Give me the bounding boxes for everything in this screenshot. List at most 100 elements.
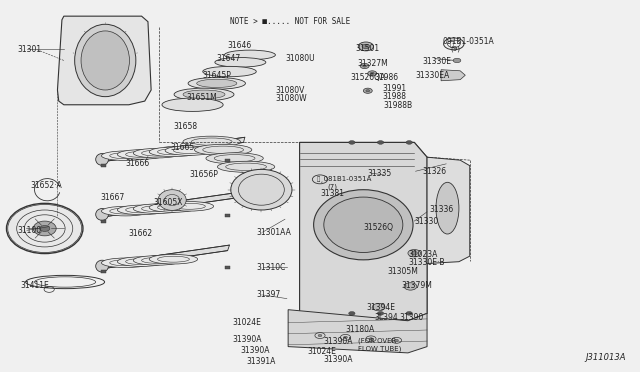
Bar	[225, 266, 230, 269]
Circle shape	[408, 250, 420, 257]
Text: 31080V: 31080V	[275, 86, 305, 94]
Bar	[100, 164, 106, 167]
Text: 31411E: 31411E	[20, 281, 49, 290]
Ellipse shape	[162, 98, 223, 112]
Circle shape	[366, 90, 370, 92]
Ellipse shape	[215, 58, 266, 67]
Ellipse shape	[165, 202, 214, 211]
Text: NOTE > ■..... NOT FOR SALE: NOTE > ■..... NOT FOR SALE	[230, 17, 350, 26]
Text: 31658: 31658	[173, 122, 198, 131]
Text: 091B1-0351A: 091B1-0351A	[442, 37, 494, 46]
Circle shape	[363, 65, 367, 67]
Ellipse shape	[117, 257, 166, 266]
Ellipse shape	[149, 254, 198, 264]
Bar	[100, 270, 106, 273]
Text: 31501: 31501	[355, 44, 379, 53]
Polygon shape	[300, 142, 427, 321]
Bar	[225, 159, 230, 161]
Ellipse shape	[203, 66, 256, 77]
Circle shape	[372, 304, 385, 311]
Ellipse shape	[96, 154, 108, 165]
Text: 31391A: 31391A	[246, 357, 276, 366]
Text: 31605X: 31605X	[153, 198, 182, 207]
Ellipse shape	[133, 204, 182, 214]
Circle shape	[453, 58, 461, 62]
Polygon shape	[100, 192, 239, 217]
Bar	[225, 214, 230, 217]
Ellipse shape	[231, 169, 292, 210]
Circle shape	[378, 311, 384, 315]
Ellipse shape	[96, 260, 108, 272]
Text: 31647: 31647	[217, 54, 241, 63]
Ellipse shape	[33, 221, 56, 236]
Circle shape	[378, 141, 384, 144]
Ellipse shape	[101, 151, 150, 161]
Text: 31651M: 31651M	[186, 93, 217, 102]
Ellipse shape	[101, 206, 150, 216]
Text: 31100: 31100	[17, 226, 42, 235]
Circle shape	[40, 225, 50, 231]
Circle shape	[344, 336, 348, 339]
Text: 31327M: 31327M	[357, 59, 388, 68]
Text: (7): (7)	[328, 183, 338, 190]
Text: 31336: 31336	[429, 205, 454, 214]
Text: 31080U: 31080U	[285, 54, 315, 63]
Circle shape	[406, 141, 412, 144]
Ellipse shape	[6, 203, 83, 254]
Text: 31390A: 31390A	[323, 337, 353, 346]
Text: 31390: 31390	[399, 312, 424, 321]
Text: 31381: 31381	[320, 189, 344, 198]
Text: 31656P: 31656P	[189, 170, 218, 179]
Circle shape	[349, 141, 355, 144]
Polygon shape	[441, 70, 465, 81]
Ellipse shape	[81, 31, 129, 90]
Text: 31662: 31662	[129, 230, 153, 238]
Text: 31645P: 31645P	[202, 71, 231, 80]
Circle shape	[318, 334, 322, 337]
Text: 31394E: 31394E	[367, 302, 396, 312]
Ellipse shape	[225, 50, 275, 60]
Text: 31330E: 31330E	[422, 57, 451, 66]
Ellipse shape	[149, 203, 198, 212]
Circle shape	[368, 71, 377, 76]
Ellipse shape	[165, 146, 214, 155]
Ellipse shape	[75, 24, 136, 97]
Polygon shape	[58, 16, 151, 105]
Text: 31666: 31666	[125, 159, 150, 169]
Ellipse shape	[117, 205, 166, 215]
Text: 31301: 31301	[17, 45, 42, 54]
Circle shape	[349, 311, 355, 315]
Ellipse shape	[117, 150, 166, 159]
Ellipse shape	[96, 209, 108, 220]
Ellipse shape	[174, 88, 234, 101]
Text: 31330E·B: 31330E·B	[408, 258, 444, 267]
Polygon shape	[100, 245, 230, 269]
Text: 31180A: 31180A	[346, 325, 375, 334]
Ellipse shape	[196, 79, 237, 87]
Ellipse shape	[206, 153, 263, 164]
Text: 31330: 31330	[414, 217, 438, 225]
Polygon shape	[288, 310, 427, 353]
Text: 31986: 31986	[374, 73, 398, 82]
Text: 31667: 31667	[100, 193, 124, 202]
Text: 31526QA: 31526QA	[351, 73, 386, 82]
Ellipse shape	[188, 77, 246, 89]
Text: 31988: 31988	[383, 92, 406, 101]
Circle shape	[394, 339, 398, 341]
Text: 31390A: 31390A	[241, 346, 270, 355]
Circle shape	[369, 338, 373, 340]
Text: 31390A: 31390A	[323, 355, 353, 364]
Text: 31991: 31991	[383, 84, 406, 93]
Text: 31379M: 31379M	[401, 281, 433, 290]
Text: 31023A: 31023A	[408, 250, 437, 259]
Text: 31397: 31397	[256, 291, 280, 299]
Text: ¸081B1-0351A: ¸081B1-0351A	[320, 175, 371, 182]
Text: 31024E: 31024E	[307, 347, 336, 356]
Text: FLOW TUBE): FLOW TUBE)	[358, 346, 402, 352]
Ellipse shape	[436, 182, 459, 234]
Text: 31526Q: 31526Q	[364, 223, 394, 232]
Circle shape	[411, 251, 417, 255]
Polygon shape	[427, 157, 470, 263]
Ellipse shape	[195, 144, 252, 155]
Ellipse shape	[218, 161, 275, 172]
